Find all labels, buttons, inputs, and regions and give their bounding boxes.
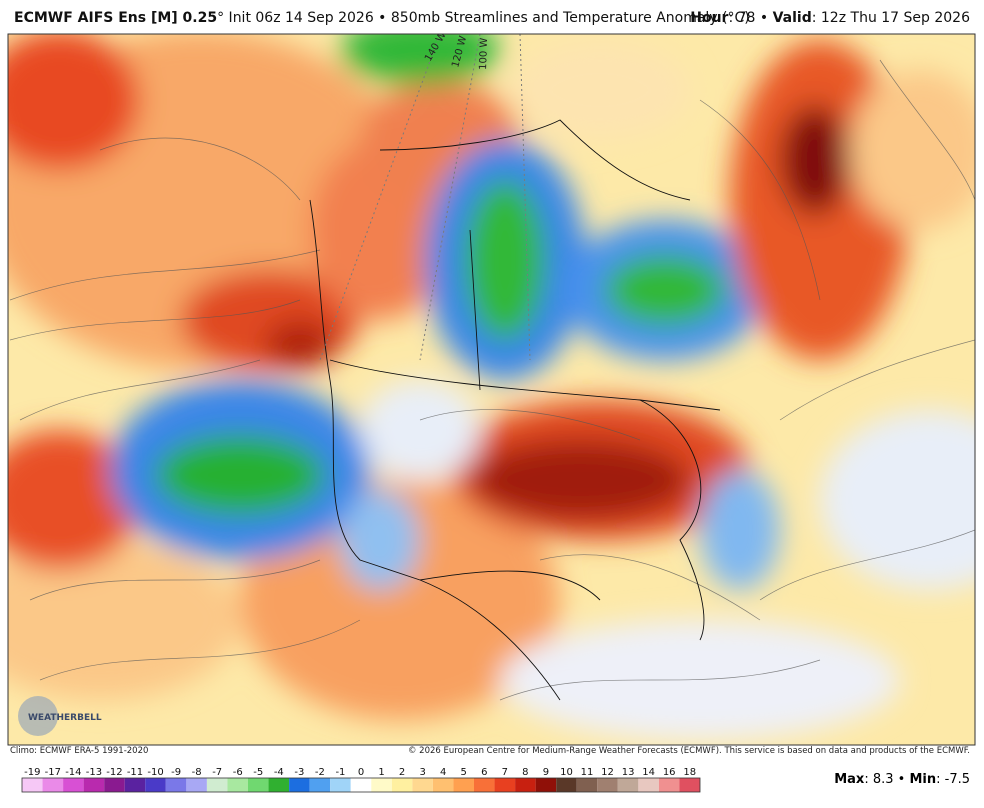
colorbar-swatch: [227, 778, 248, 792]
colorbar-swatch: [22, 778, 43, 792]
colorbar-swatch: [391, 778, 413, 792]
borders: [309, 119, 721, 701]
min-label: Min: [909, 772, 937, 787]
colorbar-label: 16: [663, 767, 676, 778]
colorbar-label: -7: [212, 767, 222, 778]
colorbar-label: -19: [24, 767, 40, 778]
colorbar-label: -12: [106, 767, 122, 778]
colorbar-label: 8: [522, 767, 528, 778]
colorbar-label: 1: [378, 767, 384, 778]
colorbar-label: 13: [622, 767, 635, 778]
colorbar-swatch: [330, 778, 351, 792]
colorbar-label: 11: [581, 767, 594, 778]
colorbar-swatch: [638, 778, 659, 792]
colorbar-label: -3: [294, 767, 304, 778]
colorbar-label: -13: [86, 767, 102, 778]
max-value: : 8.3 •: [864, 772, 910, 787]
colorbar-swatch: [350, 778, 372, 792]
colorbar-swatch: [679, 778, 700, 792]
colorbar-label: -14: [65, 767, 81, 778]
colorbar-label: 10: [560, 767, 573, 778]
colorbar-label: 5: [461, 767, 467, 778]
colorbar-label: 14: [642, 767, 655, 778]
colorbar-label: 0: [358, 767, 364, 778]
colorbar-swatch: [206, 778, 228, 792]
colorbar-swatch: [617, 778, 639, 792]
colorbar-swatch: [309, 778, 331, 792]
colorbar-swatch: [474, 778, 495, 792]
colorbar-label: -10: [147, 767, 163, 778]
streamlines: [9, 59, 975, 701]
colorbar-label: -2: [315, 767, 325, 778]
anomaly-field: 140 W 120 W 100 W WEATHERBELL: [8, 34, 975, 745]
hour-value: : 78 •: [728, 10, 773, 26]
colorbar-swatch: [268, 778, 290, 792]
colorbar-swatch: [597, 778, 618, 792]
hour-label: Hour: [690, 10, 729, 26]
valid-info: Hour: 78 • Valid: 12z Thu 17 Sep 2026: [690, 10, 970, 26]
colorbar-label: 7: [502, 767, 508, 778]
max-min: Max: 8.3 • Min: -7.5: [834, 772, 970, 787]
title: ECMWF AIFS Ens [M] 0.25° Init 06z 14 Sep…: [14, 10, 750, 26]
valid-value: : 12z Thu 17 Sep 2026: [811, 10, 970, 26]
colorbar-label: -9: [171, 767, 181, 778]
colorbar-swatch: [412, 778, 433, 792]
colorbar-swatch: [145, 778, 166, 792]
colorbar: -19 -17 -14 -13 -12 -11 -10 -9 -8 -7 -6 -5 -4 -3 -2 -1 0…: [21, 767, 701, 793]
colorbar-swatch: [371, 778, 392, 792]
colorbar-label: 6: [481, 767, 487, 778]
colorbar-label: -6: [233, 767, 243, 778]
min-value: : -7.5: [936, 772, 970, 787]
colorbar-label: -4: [274, 767, 284, 778]
meridian-label: 100 W: [478, 37, 490, 70]
valid-label: Valid: [772, 10, 812, 26]
colorbar-label: 12: [601, 767, 614, 778]
colorbar-swatch: [83, 778, 105, 792]
colorbar-swatch: [165, 778, 187, 792]
colorbar-frame: [21, 777, 701, 793]
colorbar-label: 18: [683, 767, 696, 778]
colorbar-swatch: [515, 778, 536, 792]
colorbar-swatch: [186, 778, 207, 792]
climo: Climo: ECMWF ERA-5 1991-2020: [10, 746, 149, 756]
colorbar-label: -5: [253, 767, 263, 778]
copyright: © 2026 European Centre for Medium-Range …: [407, 746, 970, 756]
colorbar-label: -11: [127, 767, 143, 778]
colorbar-label: 4: [440, 767, 446, 778]
meridians: [319, 34, 531, 361]
colorbar-swatch: [432, 778, 454, 792]
colorbar-swatch: [289, 778, 310, 792]
colorbar-label: -17: [45, 767, 61, 778]
map-frame: [7, 33, 976, 746]
colorbar-swatch: [576, 778, 598, 792]
logo-globe: [18, 696, 58, 736]
title-rest: ° Init 06z 14 Sep 2026 • 850mb Streamlin…: [217, 10, 750, 26]
colorbar-swatch: [63, 778, 84, 792]
title-bold: ECMWF AIFS Ens [M] 0.25: [14, 10, 218, 26]
colorbar-swatch: [658, 778, 680, 792]
max-label: Max: [834, 772, 865, 787]
colorbar-swatch: [124, 778, 146, 792]
colorbar-label: -8: [192, 767, 202, 778]
colorbar-swatch: [556, 778, 577, 792]
colorbar-swatch: [42, 778, 64, 792]
colorbar-label: 9: [543, 767, 549, 778]
colorbar-swatch: [453, 778, 474, 792]
colorbar-swatch: [104, 778, 125, 792]
colorbar-label: 2: [399, 767, 405, 778]
colorbar-swatch: [248, 778, 269, 792]
colorbar-label: 3: [419, 767, 425, 778]
colorbar-swatch: [535, 778, 557, 792]
colorbar-swatch: [494, 778, 516, 792]
colorbar-label: -1: [335, 767, 345, 778]
logo: WEATHERBELL: [28, 713, 102, 723]
